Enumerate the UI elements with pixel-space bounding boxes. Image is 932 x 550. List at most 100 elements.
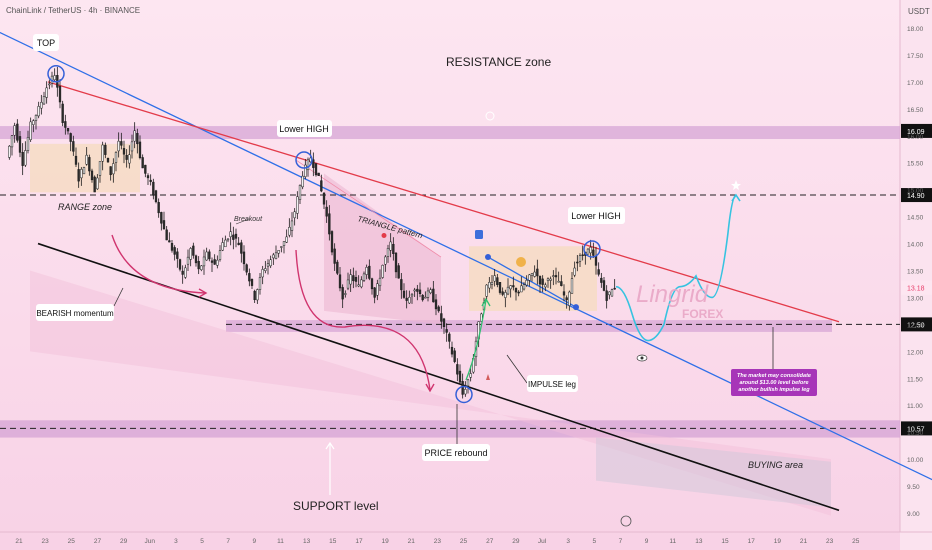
annotation-marks-layer <box>47 65 774 527</box>
candle-body <box>557 280 560 283</box>
label-bearish-momentum: BEARISH momentum <box>36 304 114 321</box>
pivot-circle-2 <box>295 151 313 169</box>
x-tick-label: 25 <box>68 538 76 545</box>
x-tick-label: 25 <box>852 538 860 545</box>
candle-body <box>426 290 430 298</box>
watermark-forex: FOREX <box>682 307 723 321</box>
time-axis[interactable]: 21 23 25 27 29 Jun 3 5 7 9 11 13 15 17 19 21 23 25 27 29 Jul… <box>15 538 859 545</box>
eye-pupil <box>640 356 644 360</box>
candle-body <box>122 148 126 155</box>
candle-body <box>512 285 515 288</box>
candle-body <box>546 278 550 281</box>
candle-body <box>82 167 86 175</box>
candle-body <box>237 242 240 246</box>
level-tag-bg-14-90 <box>901 188 932 203</box>
candle-body <box>210 260 214 263</box>
candle-body <box>418 289 422 295</box>
mid-zone-band <box>226 320 832 332</box>
candle-body <box>352 275 355 282</box>
candle-body <box>397 265 400 279</box>
support-up-arrowhead <box>325 441 335 450</box>
candle-body <box>194 255 198 264</box>
lightning-icon <box>620 515 632 527</box>
candle-body <box>8 145 11 158</box>
candle-body <box>224 239 227 248</box>
label-lower-high-2: Lower HIGH <box>568 207 625 224</box>
candle-body <box>181 270 184 275</box>
x-tick-label: 7 <box>619 538 623 545</box>
x-tick-label: 13 <box>695 538 703 545</box>
candle-body <box>256 289 259 301</box>
x-tick-label: 7 <box>226 538 230 545</box>
candle-body <box>429 289 432 294</box>
x-tick-label: 29 <box>512 538 520 545</box>
candle-body <box>544 284 547 288</box>
candle-body <box>125 154 128 160</box>
candle-body <box>498 282 502 293</box>
level-tag-bg-16-09 <box>901 123 932 138</box>
trendlines-layer: 16.09 14.90 12.50 10.57 13.18 <box>0 31 932 512</box>
triangle-upper-edge <box>295 159 442 258</box>
x-tick-label: 19 <box>774 538 782 545</box>
target-star-icon <box>731 180 741 191</box>
pivot-circle-3 <box>455 385 473 404</box>
candle-body <box>42 95 46 105</box>
candle-body <box>186 256 190 265</box>
candle-body <box>64 121 67 128</box>
candle-body <box>362 273 366 281</box>
x-tick-label: 23 <box>826 538 834 545</box>
candle-body <box>189 248 192 260</box>
candle-body <box>184 267 187 278</box>
candle-body <box>16 123 19 141</box>
candle-body <box>560 281 563 286</box>
svg-text:IMPULSE leg: IMPULSE leg <box>528 380 576 389</box>
candle-body <box>90 170 94 181</box>
candle-body <box>101 144 104 162</box>
candle-body <box>605 290 608 301</box>
candle-body <box>394 252 398 273</box>
candle-body <box>552 275 555 277</box>
x-tick-label: 9 <box>253 538 257 545</box>
x-tick-label: 25 <box>460 538 468 545</box>
x-tick-label: 3 <box>174 538 178 545</box>
candle-body <box>576 261 579 264</box>
candle-body <box>536 268 539 277</box>
candle-body <box>61 103 64 123</box>
x-tick-label: 17 <box>355 538 363 545</box>
candle-body <box>45 87 48 98</box>
candle-body <box>26 136 30 151</box>
candle-body <box>170 243 174 251</box>
candle-body <box>533 271 536 277</box>
candle-body <box>157 202 160 214</box>
candle-body <box>338 274 342 289</box>
candle-body <box>333 248 336 264</box>
y-tick-label: 11.50 <box>907 376 923 383</box>
candle-body <box>392 243 395 254</box>
candle-body <box>280 246 283 248</box>
candle-body <box>410 294 414 297</box>
candle-body <box>354 277 358 282</box>
candle-body <box>370 278 374 290</box>
x-tick-label: 11 <box>669 538 676 545</box>
candle-body <box>173 247 176 255</box>
candle-body <box>66 128 70 132</box>
candle-body <box>421 294 424 301</box>
label-impulse-leg: IMPULSE leg <box>527 375 578 392</box>
candle-body <box>341 287 344 300</box>
candle-body <box>34 114 38 121</box>
candle-body <box>485 284 488 297</box>
candle-body <box>445 329 448 333</box>
candle-body <box>114 152 118 163</box>
candle-body <box>405 297 408 301</box>
candle-body <box>277 250 280 254</box>
candle-body <box>570 278 574 294</box>
candle-body <box>461 381 464 395</box>
candle-body <box>613 287 616 290</box>
price-axis[interactable]: 18.00 17.50 17.00 16.50 16.00 15.50 15.00 14.50… <box>907 26 924 518</box>
candle-body <box>234 233 238 239</box>
y-tick-label: 16.00 <box>907 134 924 141</box>
x-tick-label: 21 <box>408 538 416 545</box>
candle-body <box>80 169 83 179</box>
candle-body <box>109 166 112 176</box>
